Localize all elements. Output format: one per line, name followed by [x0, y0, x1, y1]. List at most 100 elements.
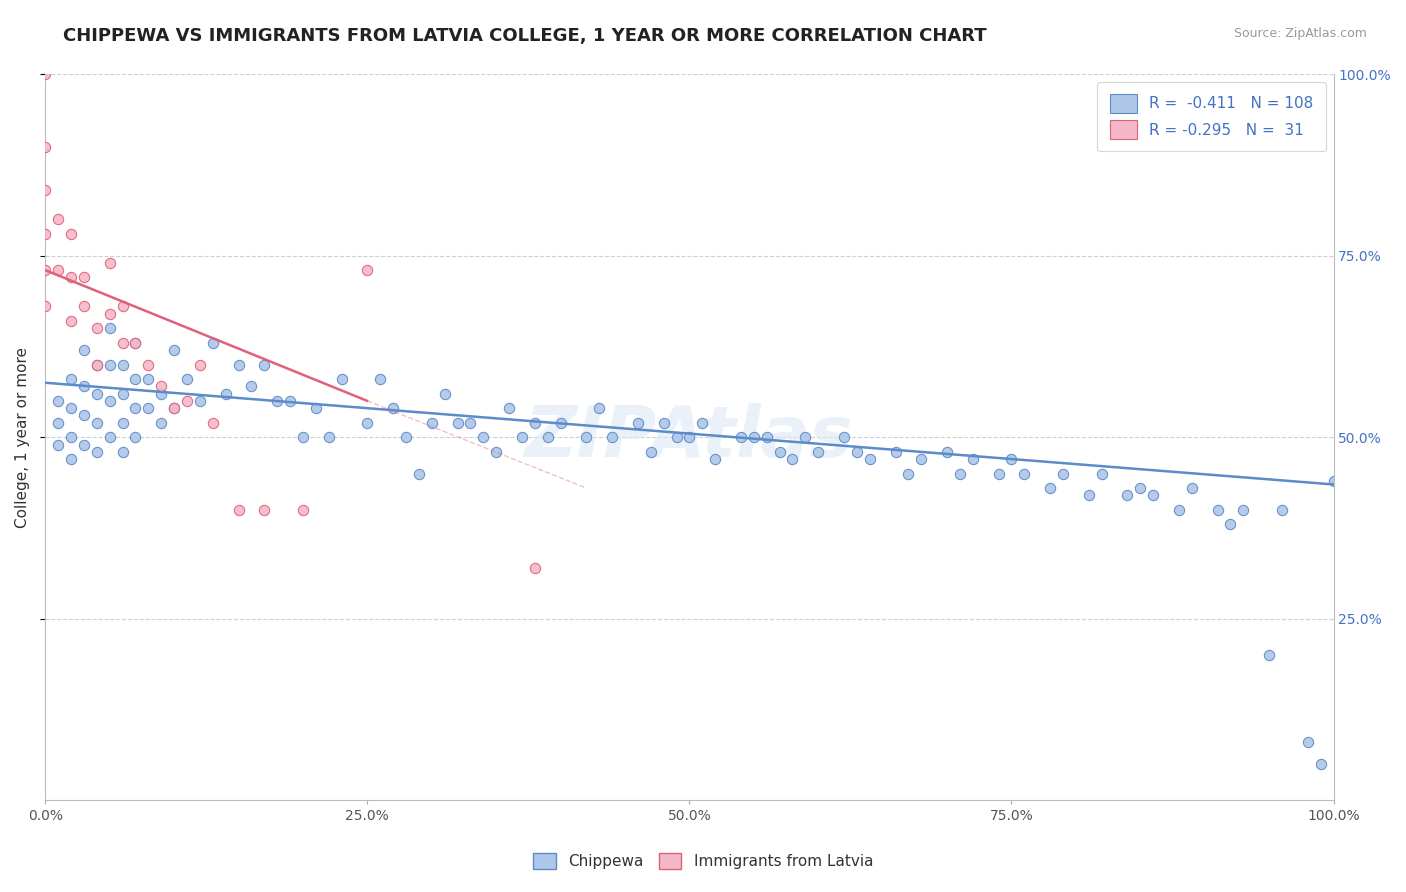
Point [652, 416, 675, 430]
Point [176, 393, 198, 408]
Text: Source: ZipAtlas.com: Source: ZipAtlas.com [1233, 27, 1367, 40]
Point [124, 335, 146, 350]
Point [1039, 481, 1062, 495]
Point [163, 401, 186, 416]
Point [86, 358, 108, 372]
Point [46, 416, 69, 430]
Point [1014, 467, 1036, 481]
Point [1000, 452, 1022, 467]
Point [408, 467, 430, 481]
Legend: R =  -0.411   N = 108, R = -0.295   N =  31: R = -0.411 N = 108, R = -0.295 N = 31 [1098, 82, 1326, 151]
Point [575, 430, 598, 444]
Point [1322, 474, 1344, 488]
Point [124, 430, 146, 444]
Point [1167, 503, 1189, 517]
Point [485, 444, 508, 458]
Point [60, 452, 83, 467]
Point [1142, 488, 1164, 502]
Point [356, 416, 378, 430]
Point [73, 300, 96, 314]
Point [1232, 503, 1254, 517]
Point [86, 321, 108, 335]
Point [98, 321, 121, 335]
Point [34, 183, 56, 197]
Point [1129, 481, 1152, 495]
Point [240, 379, 263, 393]
Point [1116, 488, 1139, 502]
Point [278, 393, 301, 408]
Point [356, 263, 378, 277]
Point [201, 416, 224, 430]
Point [60, 270, 83, 285]
Point [291, 503, 314, 517]
Point [382, 401, 405, 416]
Point [138, 401, 160, 416]
Point [395, 430, 418, 444]
Point [936, 444, 959, 458]
Point [305, 401, 328, 416]
Point [60, 314, 83, 328]
Point [884, 444, 907, 458]
Point [433, 386, 456, 401]
Point [60, 401, 83, 416]
Point [330, 372, 353, 386]
Point [111, 335, 134, 350]
Point [1077, 488, 1099, 502]
Point [111, 416, 134, 430]
Text: CHIPPEWA VS IMMIGRANTS FROM LATVIA COLLEGE, 1 YEAR OR MORE CORRELATION CHART: CHIPPEWA VS IMMIGRANTS FROM LATVIA COLLE… [63, 27, 987, 45]
Point [755, 430, 778, 444]
Point [73, 270, 96, 285]
Point [1258, 648, 1281, 662]
Point [163, 401, 186, 416]
Legend: Chippewa, Immigrants from Latvia: Chippewa, Immigrants from Latvia [527, 847, 879, 875]
Point [446, 416, 468, 430]
Point [111, 444, 134, 458]
Point [150, 416, 173, 430]
Point [253, 503, 276, 517]
Point [228, 503, 250, 517]
Point [627, 416, 650, 430]
Point [73, 437, 96, 451]
Point [665, 430, 688, 444]
Point [34, 67, 56, 81]
Point [678, 430, 700, 444]
Point [859, 452, 882, 467]
Point [73, 379, 96, 393]
Point [228, 358, 250, 372]
Point [98, 256, 121, 270]
Point [845, 444, 868, 458]
Point [730, 430, 752, 444]
Point [910, 452, 932, 467]
Point [138, 372, 160, 386]
Point [201, 335, 224, 350]
Point [266, 393, 288, 408]
Point [124, 372, 146, 386]
Point [550, 416, 572, 430]
Point [34, 300, 56, 314]
Point [768, 444, 790, 458]
Point [318, 430, 340, 444]
Point [962, 452, 984, 467]
Point [34, 139, 56, 153]
Point [86, 386, 108, 401]
Point [690, 416, 713, 430]
Point [46, 263, 69, 277]
Point [111, 300, 134, 314]
Point [111, 386, 134, 401]
Point [60, 372, 83, 386]
Point [124, 335, 146, 350]
Point [150, 379, 173, 393]
Point [253, 358, 276, 372]
Point [523, 561, 546, 575]
Point [98, 393, 121, 408]
Point [188, 393, 211, 408]
Point [1052, 467, 1074, 481]
Point [742, 430, 765, 444]
Point [46, 393, 69, 408]
Point [498, 401, 520, 416]
Point [188, 358, 211, 372]
Point [34, 263, 56, 277]
Point [86, 444, 108, 458]
Point [472, 430, 495, 444]
Point [150, 386, 173, 401]
